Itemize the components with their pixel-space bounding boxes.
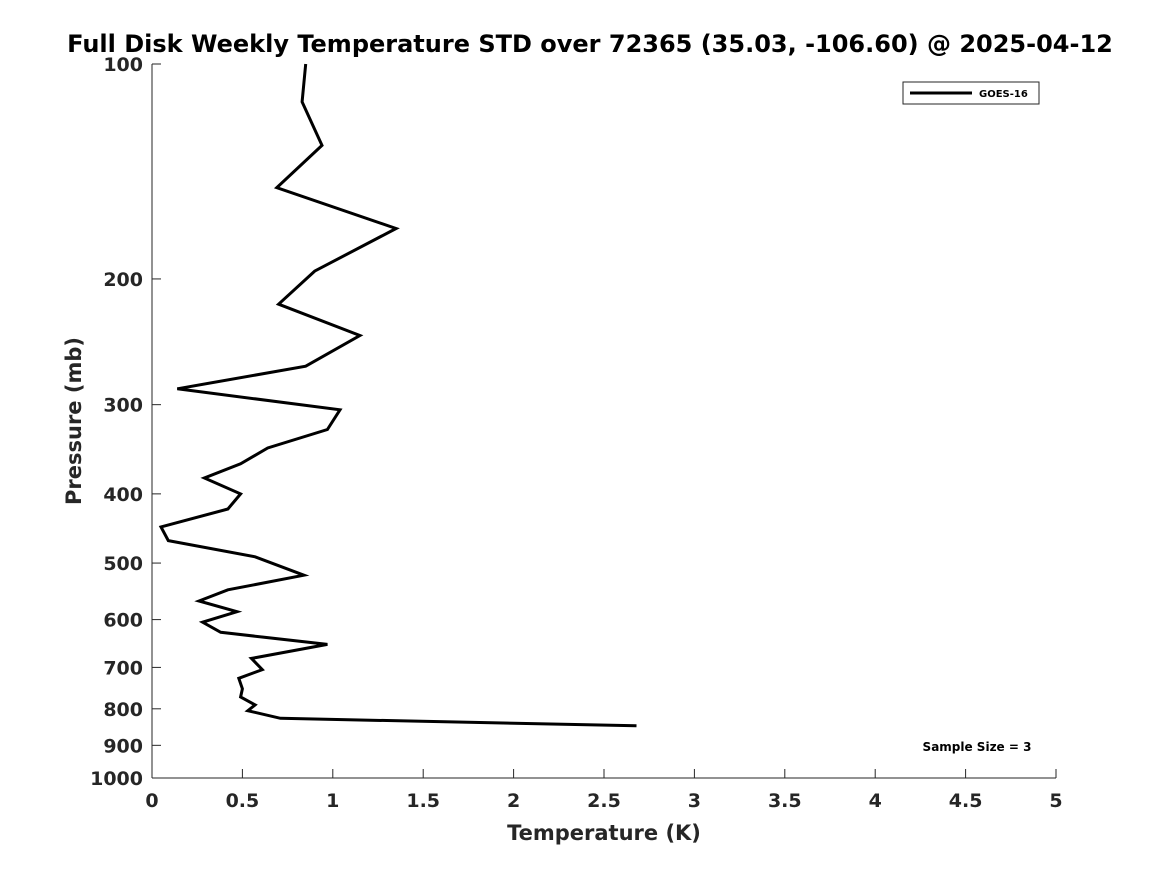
plot-axes	[151, 64, 1056, 779]
y-tick-label: 600	[103, 610, 143, 632]
y-tick-label: 300	[103, 395, 143, 417]
chart-title: Full Disk Weekly Temperature STD over 72…	[67, 30, 1113, 58]
x-tick-label: 0	[145, 790, 158, 812]
y-tick-label: 800	[103, 699, 143, 721]
series-line-goes16	[158, 63, 637, 728]
y-tick-label: 900	[103, 735, 143, 757]
x-axis-label: Temperature (K)	[507, 821, 701, 845]
x-tick-label: 5	[1049, 790, 1062, 812]
y-tick-label: 200	[103, 269, 143, 291]
x-axis-ticks: 0 0.5 1 1.5 2 2.5 3 3.5 4 4.5 5	[145, 769, 1063, 812]
y-axis-label: Pressure (mb)	[62, 337, 86, 505]
x-tick-label: 2	[507, 790, 520, 812]
x-tick-label: 4	[869, 790, 882, 812]
x-tick-label: 1.5	[406, 790, 440, 812]
legend-label-goes16: GOES-16	[979, 89, 1028, 100]
y-tick-label: 1000	[90, 768, 143, 790]
series-layer	[158, 63, 637, 728]
sample-size-annotation: Sample Size = 3	[923, 740, 1032, 754]
legend: GOES-16	[902, 81, 1040, 105]
x-tick-label: 3	[688, 790, 701, 812]
x-tick-label: 1	[326, 790, 339, 812]
y-tick-label: 100	[103, 54, 143, 76]
x-tick-label: 4.5	[949, 790, 983, 812]
y-tick-label: 400	[103, 484, 143, 506]
x-tick-label: 2.5	[587, 790, 621, 812]
x-tick-label: 0.5	[226, 790, 260, 812]
y-tick-label: 500	[103, 553, 143, 575]
y-tick-label: 700	[103, 657, 143, 679]
x-tick-label: 3.5	[768, 790, 802, 812]
y-axis-ticks: 100 200 300 400 500 600 700 800 900 1000	[90, 54, 161, 790]
